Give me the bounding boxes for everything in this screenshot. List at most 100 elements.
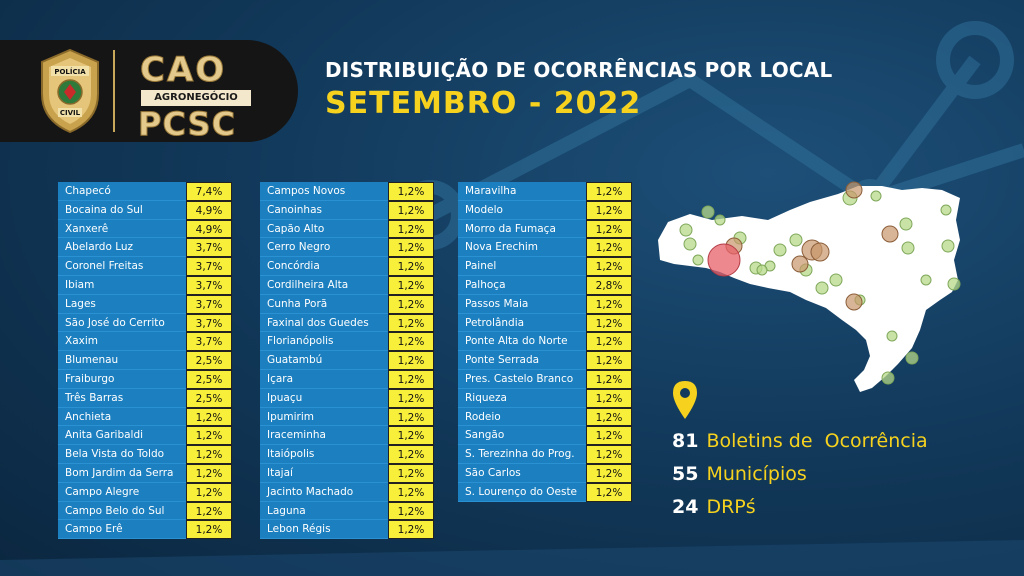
municipality-name: Lebon Régis [260,520,388,540]
table-column-3: Maravilha 1,2% Modelo 1,2% Morro da Fumaça 1,… [458,182,632,502]
table-row: Rodeio 1,2% [458,407,632,427]
table-row: Cerro Negro 1,2% [260,238,434,258]
stat-drps: 24 DRPś [672,496,756,518]
table-row: Itaiópolis 1,2% [260,445,434,464]
municipality-name: Passos Maia [458,294,586,314]
municipality-name: Três Barras [58,388,186,408]
municipality-name: Xanxerê [58,219,186,239]
municipality-percentage: 7,4% [186,182,232,201]
municipality-percentage: 4,9% [186,219,232,239]
municipality-percentage: 1,2% [586,238,632,258]
table-row: Xanxerê 4,9% [58,219,232,239]
municipality-percentage: 2,5% [186,388,232,408]
municipality-percentage: 1,2% [586,426,632,446]
stat-municipios-number: 55 [672,463,699,485]
table-column-2: Campos Novos 1,2% Canoinhas 1,2% Capão Alto 1… [260,182,434,540]
municipality-name: Iraceminha [260,426,388,446]
table-row: S. Lourenço do Oeste 1,2% [458,482,632,502]
municipality-percentage: 1,2% [388,219,434,239]
table-row: Ipuaçu 1,2% [260,388,434,408]
municipality-percentage: 1,2% [586,219,632,239]
municipality-percentage: 3,7% [186,332,232,352]
municipality-percentage: 1,2% [388,294,434,314]
municipality-percentage: 2,5% [186,351,232,370]
table-row: Riqueza 1,2% [458,388,632,408]
table-row: Campos Novos 1,2% [260,182,434,201]
municipality-name: Morro da Fumaça [458,219,586,239]
municipality-name: Cordilheira Alta [260,275,388,295]
municipality-percentage: 1,2% [388,182,434,201]
stat-boletins-number: 81 [672,430,699,452]
municipality-name: Florianópolis [260,332,388,352]
municipality-percentage: 1,2% [586,388,632,408]
table-row: Concórdia 1,2% [260,257,434,276]
table-row: Lebon Régis 1,2% [260,520,434,540]
municipality-name: Nova Erechim [458,238,586,258]
state-map [658,181,961,392]
table-row: Anchieta 1,2% [58,407,232,427]
table-row: Iraceminha 1,2% [260,426,434,446]
table-row: Ponte Serrada 1,2% [458,351,632,370]
municipality-percentage: 1,2% [586,313,632,333]
municipality-percentage: 1,2% [388,407,434,427]
municipality-name: Ibiam [58,275,186,295]
municipality-percentage: 1,2% [388,482,434,502]
table-row: Ibiam 3,7% [58,275,232,295]
table-row: Morro da Fumaça 1,2% [458,219,632,239]
municipality-percentage: 1,2% [388,388,434,408]
badge-top-text: POLÍCIA [54,67,86,76]
table-row: S. Terezinha do Prog. 1,2% [458,445,632,464]
logo-agronegocio-text: AGRONEGÓCIO [141,90,251,106]
municipality-name: Itajaí [260,463,388,483]
municipality-percentage: 1,2% [586,407,632,427]
table-row: Abelardo Luz 3,7% [58,238,232,258]
table-row: Três Barras 2,5% [58,388,232,408]
table-row: Fraiburgo 2,5% [58,369,232,389]
table-row: Xaxim 3,7% [58,332,232,352]
municipality-name: Painel [458,257,586,276]
municipality-name: Rodeio [458,407,586,427]
table-row: Ipumirim 1,2% [260,407,434,427]
table-row: Jacinto Machado 1,2% [260,482,434,502]
page-title: DISTRIBUIÇÃO DE OCORRÊNCIAS POR LOCAL [325,58,833,82]
municipality-name: Campo Belo do Sul [58,501,186,521]
municipality-percentage: 1,2% [388,501,434,521]
municipality-name: Campos Novos [260,182,388,201]
table-row: Florianópolis 1,2% [260,332,434,352]
municipality-percentage: 1,2% [186,501,232,521]
municipality-name: Coronel Freitas [58,257,186,276]
municipality-name: Lages [58,294,186,314]
municipality-name: S. Lourenço do Oeste [458,482,586,502]
municipality-percentage: 1,2% [586,445,632,464]
municipality-name: Ponte Serrada [458,351,586,370]
municipality-percentage: 1,2% [586,351,632,370]
municipality-percentage: 1,2% [586,200,632,220]
municipality-percentage: 1,2% [586,182,632,201]
stat-municipios: 55 Municípios [672,463,807,485]
table-row: Bocaina do Sul 4,9% [58,200,232,220]
municipality-name: Cerro Negro [260,238,388,258]
table-row: Maravilha 1,2% [458,182,632,201]
municipality-name: Itaiópolis [260,445,388,464]
municipality-percentage: 1,2% [586,294,632,314]
municipality-name: São Carlos [458,463,586,483]
municipality-name: Anchieta [58,407,186,427]
badge-bottom-text: CIVIL [60,109,81,117]
table-row: Coronel Freitas 3,7% [58,257,232,276]
table-row: Sangão 1,2% [458,426,632,446]
municipality-name: Concórdia [260,257,388,276]
municipality-percentage: 1,2% [186,445,232,464]
table-row: Cordilheira Alta 1,2% [260,275,434,295]
municipality-percentage: 1,2% [388,275,434,295]
municipality-percentage: 1,2% [388,445,434,464]
municipality-name: Içara [260,369,388,389]
municipality-percentage: 3,7% [186,257,232,276]
municipality-percentage: 4,9% [186,200,232,220]
logo-banner: POLÍCIA CIVIL CAO AGRONEGÓCIO PCSC [0,40,298,144]
municipality-name: S. Terezinha do Prog. [458,445,586,464]
municipality-percentage: 1,2% [186,482,232,502]
logo-cao-text: CAO [139,50,227,91]
municipality-percentage: 1,2% [186,463,232,483]
municipality-name: Laguna [260,501,388,521]
municipality-name: Faxinal dos Guedes [260,313,388,333]
